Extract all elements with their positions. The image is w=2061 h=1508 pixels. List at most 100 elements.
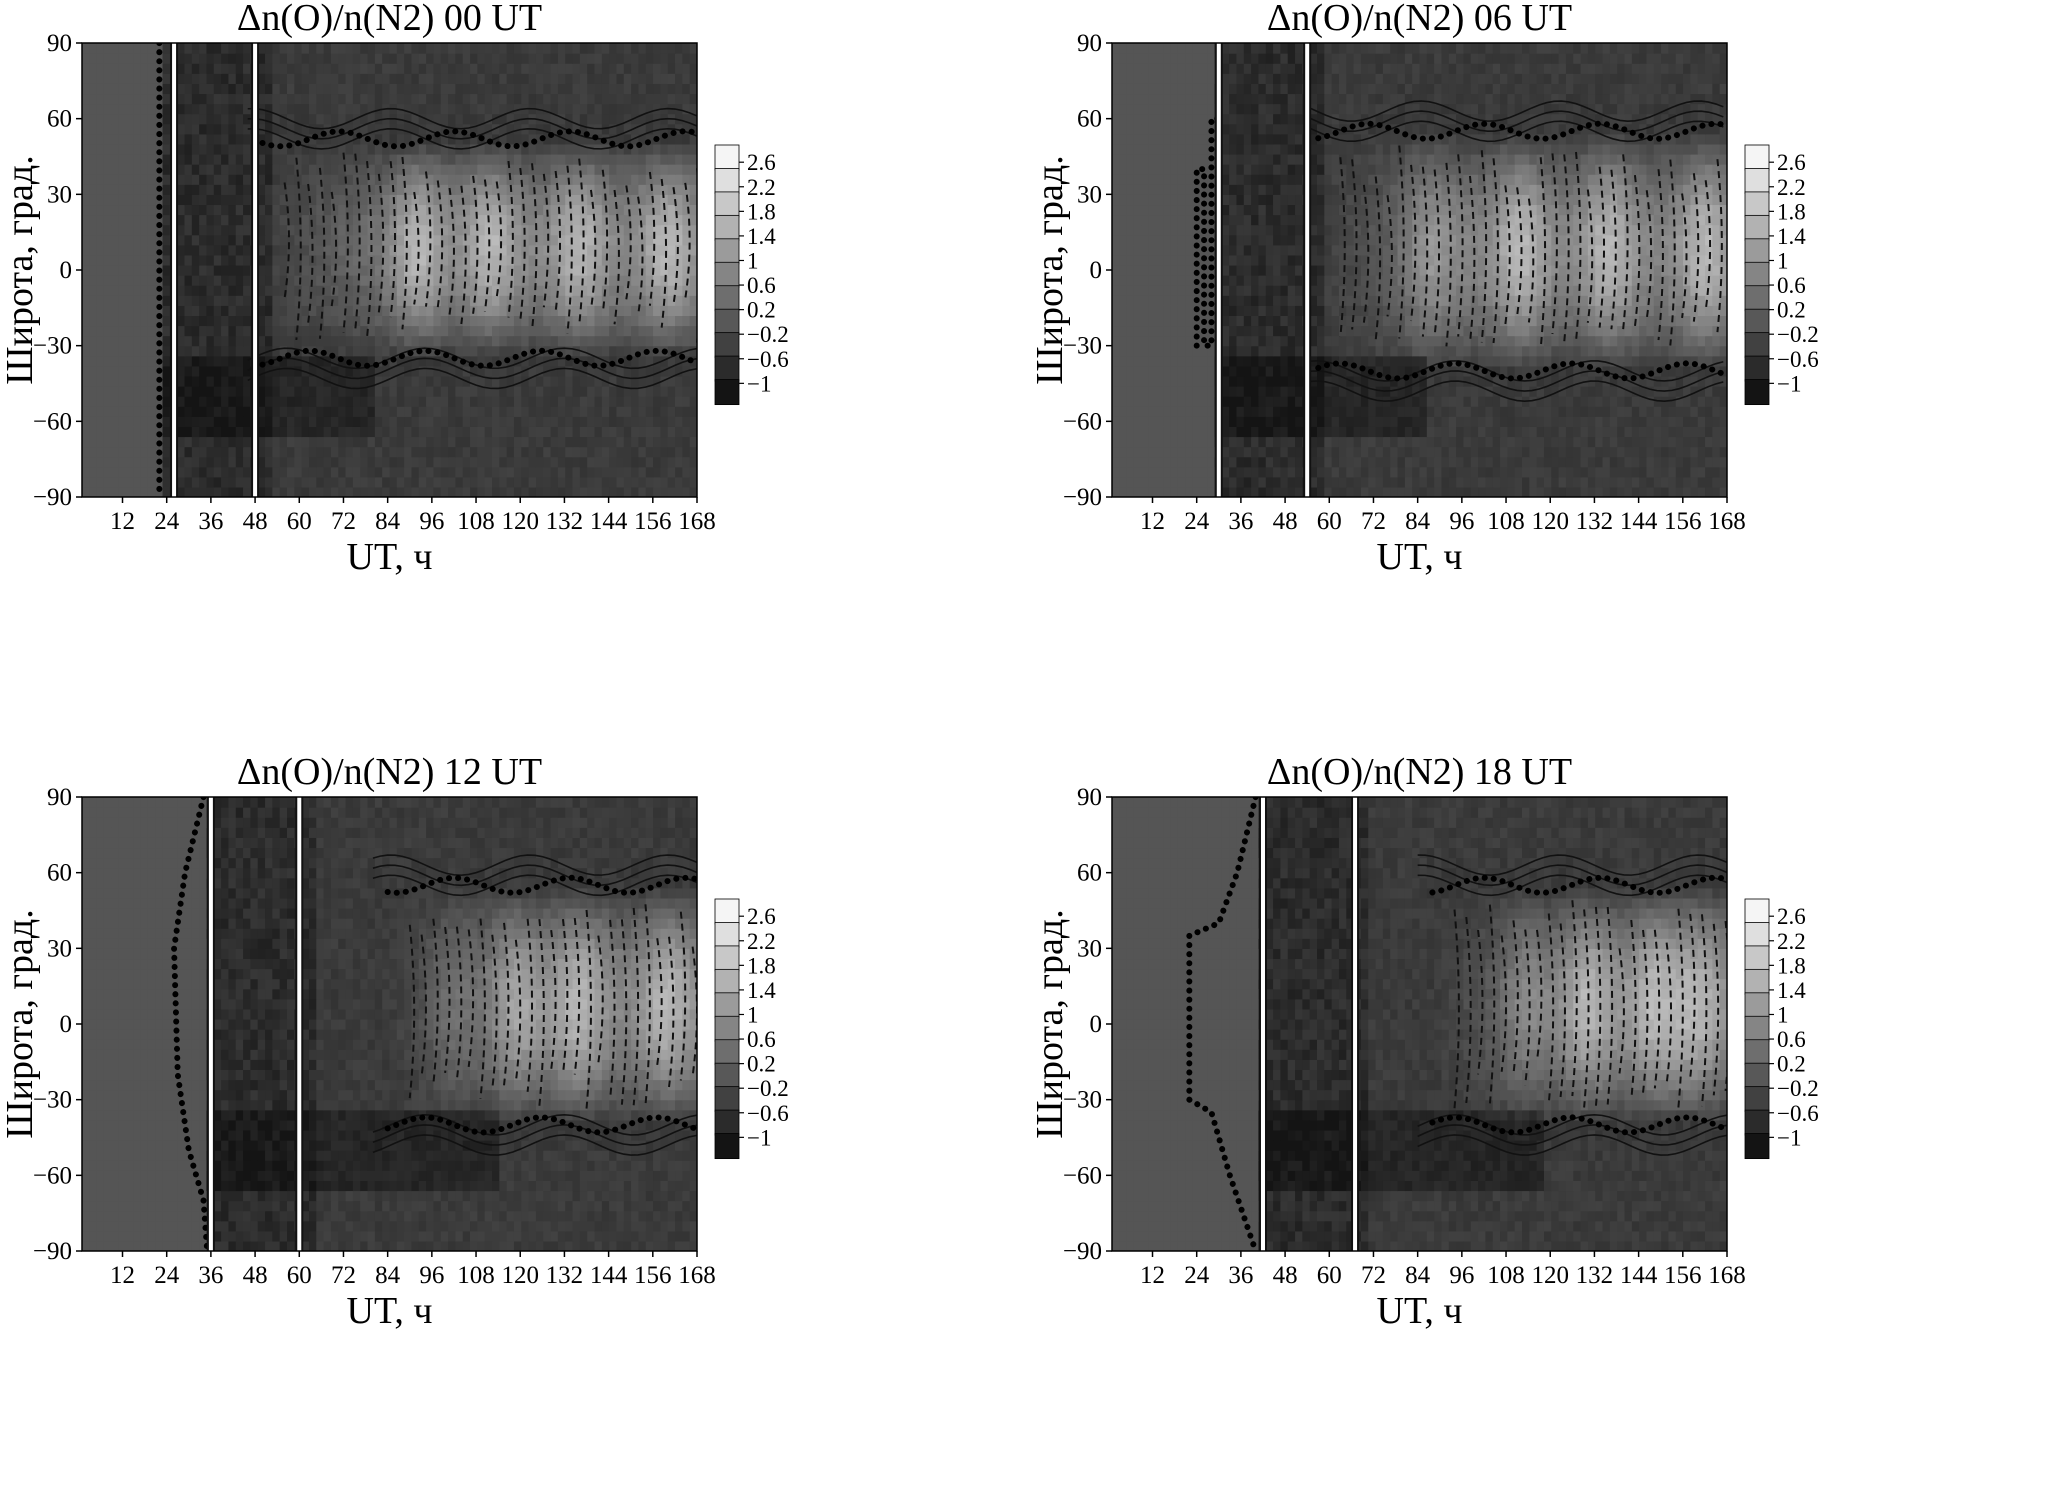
heatmap-cell: [1514, 466, 1523, 478]
heatmap-cell: [1565, 426, 1574, 438]
heatmap-cell: [455, 244, 464, 256]
heatmap-cell: [616, 164, 625, 175]
heatmap-cell: [338, 345, 347, 357]
heatmap-cell: [1309, 416, 1318, 427]
heatmap-cell: [462, 174, 471, 185]
heatmap-cell: [382, 244, 391, 256]
heatmap-cell: [89, 305, 98, 316]
heatmap-cell: [492, 375, 500, 387]
heatmap-cell: [96, 446, 105, 458]
heatmap-cell: [133, 375, 142, 387]
heatmap-cell: [389, 345, 398, 357]
heatmap-cell: [631, 204, 640, 216]
heatmap-cell: [89, 325, 98, 337]
heatmap-cell: [89, 335, 98, 347]
heatmap-cell: [1419, 466, 1428, 478]
heatmap-cell: [1148, 446, 1157, 458]
heatmap-cell: [1390, 456, 1399, 468]
heatmap-cell: [1646, 386, 1655, 397]
heatmap-cell: [477, 466, 486, 478]
heatmap-cell: [1404, 476, 1413, 488]
heatmap-cell: [389, 416, 398, 427]
heatmap-cell: [301, 375, 310, 387]
heatmap-cell: [1536, 396, 1545, 407]
heatmap-cell: [1119, 456, 1128, 468]
heatmap-cell: [1675, 476, 1684, 488]
heatmap-cell: [206, 355, 215, 367]
heatmap-cell: [557, 486, 566, 497]
heatmap-cell: [1551, 406, 1560, 417]
heatmap-cell: [689, 396, 697, 407]
heatmap-cell: [455, 386, 464, 397]
heatmap-cell: [1155, 446, 1164, 458]
heatmap-cell: [374, 335, 383, 347]
heatmap-cell: [345, 184, 354, 195]
heatmap-cell: [352, 73, 361, 84]
heatmap-cell: [1199, 476, 1208, 488]
heatmap-cell: [177, 264, 186, 276]
heatmap-cell: [287, 63, 295, 74]
contour-dashed: [330, 191, 338, 307]
heatmap-cell: [1485, 416, 1494, 427]
heatmap-cell: [1207, 396, 1216, 407]
heatmap-cell: [484, 254, 493, 266]
heatmap-cell: [1653, 476, 1662, 488]
heatmap-cell: [111, 416, 120, 427]
heatmap-cell: [418, 305, 427, 316]
heatmap-cell: [147, 426, 156, 438]
heatmap-cell: [594, 214, 603, 226]
heatmap-cell: [418, 224, 427, 236]
heatmap-cell: [1529, 386, 1538, 397]
heatmap-cell: [374, 345, 383, 357]
heatmap-cell: [601, 83, 610, 95]
heatmap-cell: [352, 53, 361, 64]
heatmap-cell: [543, 406, 552, 417]
heatmap-cell: [404, 123, 413, 135]
heatmap-cell: [411, 83, 420, 95]
heatmap-cell: [374, 214, 383, 226]
heatmap-cell: [1558, 375, 1567, 387]
heatmap-cell: [557, 204, 566, 216]
colorbar-tick-label: 1.4: [747, 224, 776, 249]
heatmap-cell: [1112, 456, 1120, 468]
heatmap-cell: [235, 426, 244, 438]
heatmap-cell: [689, 73, 697, 84]
heatmap-cell: [411, 53, 420, 64]
heatmap-cell: [177, 234, 186, 246]
heatmap-cell: [1258, 375, 1267, 387]
heatmap-cell: [492, 63, 500, 74]
heatmap-cell: [565, 355, 574, 367]
heatmap-cell: [521, 43, 530, 54]
heatmap-cell: [440, 345, 449, 357]
heatmap-cell: [1404, 446, 1413, 458]
heatmap-cell: [228, 93, 237, 105]
heatmap-cell: [470, 426, 478, 438]
heatmap-cell: [191, 466, 200, 478]
heatmap-cell: [374, 315, 383, 327]
heatmap-cell: [477, 214, 486, 226]
heatmap-cell: [338, 285, 347, 296]
heatmap-cell: [1661, 426, 1670, 438]
heatmap-cell: [382, 275, 391, 286]
heatmap-cell: [557, 153, 566, 165]
heatmap-cell: [89, 386, 98, 397]
heatmap-cell: [352, 234, 361, 246]
heatmap-cell: [594, 295, 603, 306]
heatmap-cell: [191, 234, 200, 246]
heatmap-cell: [1631, 406, 1640, 417]
heatmap-cell: [294, 365, 303, 377]
heatmap-cell: [1251, 446, 1260, 458]
heatmap-cell: [1441, 416, 1450, 427]
heatmap-cell: [433, 446, 442, 458]
heatmap-cell: [389, 426, 398, 438]
heatmap-cell: [1536, 375, 1545, 387]
heatmap-cell: [184, 43, 193, 54]
heatmap-cell: [1360, 436, 1369, 448]
heatmap-cell: [147, 133, 156, 145]
heatmap-cell: [228, 416, 237, 427]
heatmap-cell: [1419, 375, 1428, 387]
heatmap-cell: [557, 133, 566, 145]
heatmap-cell: [1353, 476, 1362, 488]
heatmap-cell: [287, 164, 295, 175]
heatmap-cell: [572, 275, 581, 286]
